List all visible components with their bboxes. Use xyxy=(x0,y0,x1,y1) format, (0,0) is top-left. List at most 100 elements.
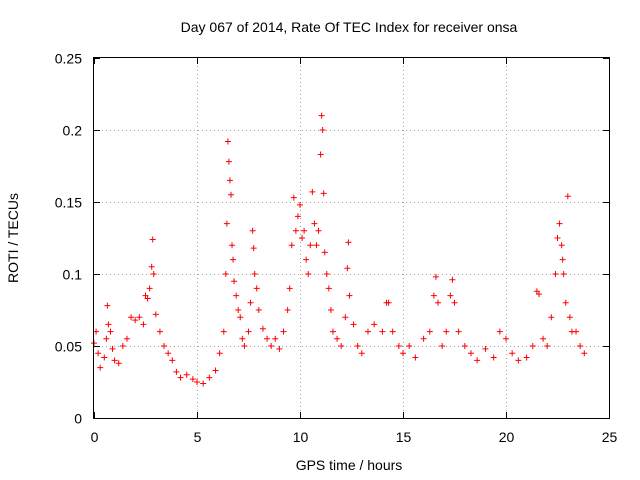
data-point xyxy=(509,350,515,356)
data-point xyxy=(231,278,237,284)
data-point xyxy=(151,271,157,277)
data-point xyxy=(567,314,573,320)
data-point xyxy=(552,271,558,277)
data-point xyxy=(223,271,229,277)
data-point xyxy=(530,343,536,349)
data-point xyxy=(299,235,305,241)
data-point xyxy=(161,343,167,349)
data-point xyxy=(150,236,156,242)
data-point xyxy=(412,355,418,361)
y-tick-label: 0.25 xyxy=(55,51,82,67)
data-point xyxy=(105,321,111,327)
data-point xyxy=(474,357,480,363)
data-point xyxy=(250,228,256,234)
y-axis-label: ROTI / TECUs xyxy=(5,193,21,283)
y-tick-label: 0 xyxy=(74,411,82,427)
data-point xyxy=(540,336,546,342)
data-point xyxy=(431,293,437,299)
data-point xyxy=(226,159,232,165)
data-point xyxy=(322,249,328,255)
x-tick-label: 5 xyxy=(194,429,202,445)
data-point xyxy=(307,242,313,248)
data-point xyxy=(311,221,317,227)
data-point xyxy=(371,321,377,327)
data-point xyxy=(276,346,282,352)
data-point xyxy=(229,242,235,248)
data-point xyxy=(346,293,352,299)
x-tick-label: 0 xyxy=(91,429,99,445)
data-point xyxy=(260,326,266,332)
data-point xyxy=(217,350,223,356)
y-tick-label: 0.2 xyxy=(63,123,83,139)
data-point xyxy=(213,367,219,373)
data-point xyxy=(439,343,445,349)
data-point xyxy=(305,271,311,277)
data-point xyxy=(557,221,563,227)
x-tick-label: 15 xyxy=(396,429,412,445)
data-point xyxy=(319,113,325,119)
data-point xyxy=(101,355,107,361)
data-point xyxy=(157,329,163,335)
data-point xyxy=(228,192,234,198)
data-point xyxy=(136,314,142,320)
data-point xyxy=(303,257,309,263)
data-point xyxy=(581,350,587,356)
data-point xyxy=(320,127,326,133)
y-tick-label: 0.1 xyxy=(63,267,83,283)
y-tick-label: 0.15 xyxy=(55,195,82,211)
data-point xyxy=(169,357,175,363)
data-point xyxy=(225,139,231,145)
data-point xyxy=(351,321,357,327)
data-point xyxy=(293,228,299,234)
grid-lines xyxy=(94,58,609,418)
data-point xyxy=(491,355,497,361)
chart-title: Day 067 of 2014, Rate Of TEC Index for r… xyxy=(181,19,518,35)
data-point xyxy=(256,307,262,313)
data-point xyxy=(241,343,247,349)
data-point xyxy=(124,336,130,342)
data-point xyxy=(246,329,252,335)
data-point xyxy=(559,242,565,248)
data-point xyxy=(456,329,462,335)
data-point xyxy=(281,329,287,335)
data-points xyxy=(91,113,587,387)
data-point xyxy=(573,329,579,335)
data-point xyxy=(561,271,567,277)
data-point xyxy=(359,350,365,356)
data-point xyxy=(128,314,134,320)
x-tick-label: 20 xyxy=(499,429,515,445)
data-point xyxy=(200,380,206,386)
data-point xyxy=(316,228,322,234)
data-point xyxy=(427,329,433,335)
data-point xyxy=(147,285,153,291)
data-point xyxy=(230,257,236,263)
data-point xyxy=(289,242,295,248)
data-point xyxy=(309,189,315,195)
data-point xyxy=(345,239,351,245)
data-point xyxy=(272,336,278,342)
data-point xyxy=(254,285,260,291)
data-point xyxy=(396,343,402,349)
data-point xyxy=(482,346,488,352)
data-point xyxy=(97,365,103,371)
data-point xyxy=(449,277,455,283)
data-point xyxy=(468,350,474,356)
data-point xyxy=(184,372,190,378)
data-point xyxy=(107,329,113,335)
data-point xyxy=(326,285,332,291)
data-point xyxy=(178,375,184,381)
data-point xyxy=(285,307,291,313)
data-point xyxy=(548,314,554,320)
y-tick-label: 0.05 xyxy=(55,339,82,355)
data-point xyxy=(237,314,243,320)
data-point xyxy=(563,300,569,306)
data-point xyxy=(116,360,122,366)
data-point xyxy=(235,307,241,313)
data-point xyxy=(577,343,583,349)
data-point xyxy=(390,329,396,335)
data-point xyxy=(287,285,293,291)
data-point xyxy=(248,300,254,306)
data-point xyxy=(103,336,109,342)
data-point xyxy=(95,350,101,356)
data-point xyxy=(318,151,324,157)
